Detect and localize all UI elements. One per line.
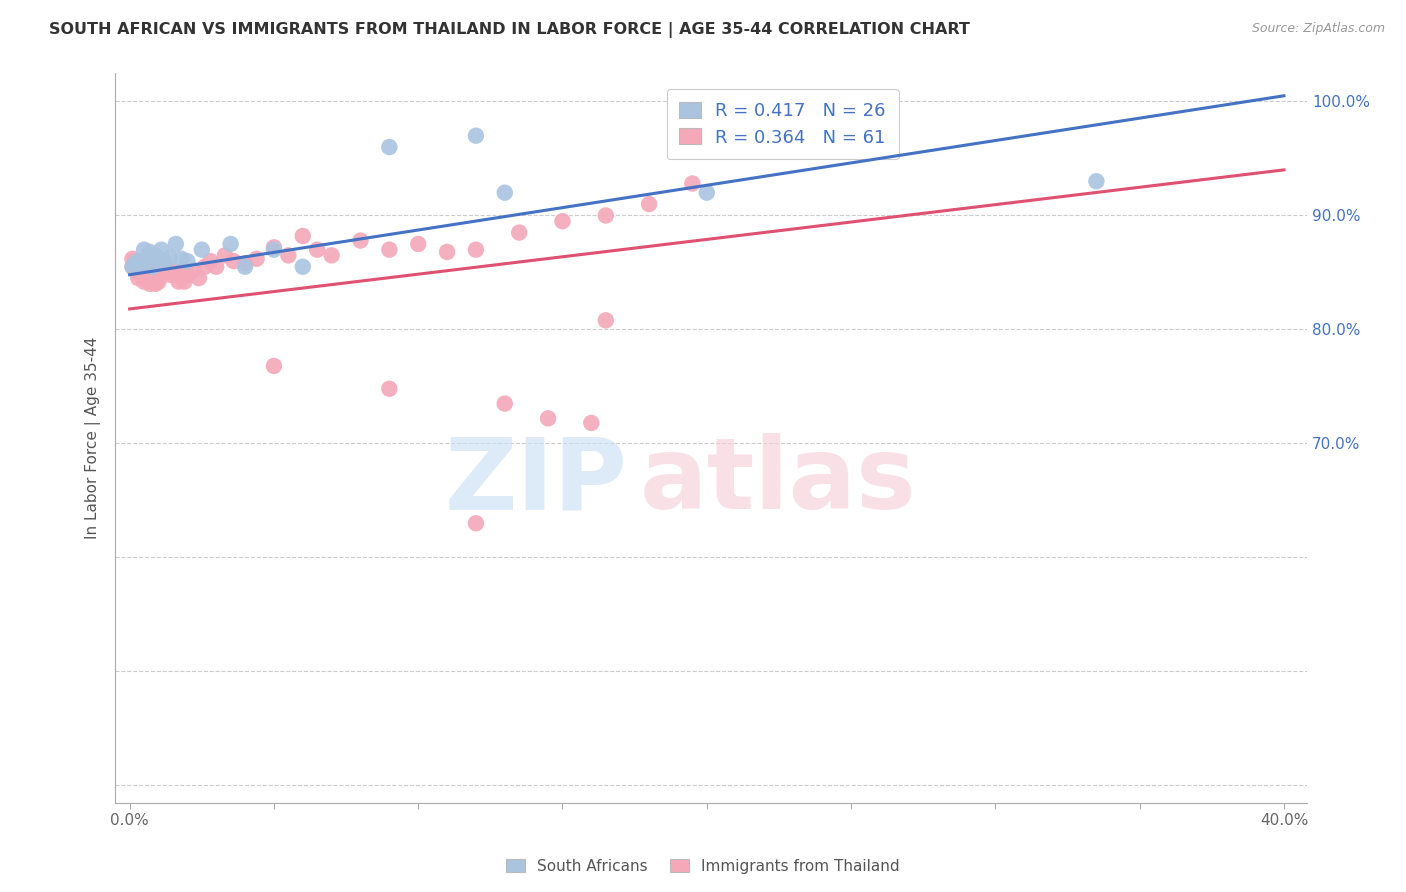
Point xyxy=(194,260,217,274)
Point xyxy=(139,260,162,274)
Point xyxy=(136,271,159,285)
Point xyxy=(696,186,718,200)
Legend: South Africans, Immigrants from Thailand: South Africans, Immigrants from Thailand xyxy=(501,853,905,880)
Point xyxy=(132,243,155,257)
Point xyxy=(148,275,170,289)
Point xyxy=(124,256,146,270)
Point xyxy=(165,237,187,252)
Text: Source: ZipAtlas.com: Source: ZipAtlas.com xyxy=(1251,22,1385,36)
Point xyxy=(378,382,401,396)
Point xyxy=(263,359,285,373)
Point xyxy=(1085,174,1108,188)
Point xyxy=(263,243,285,257)
Point xyxy=(159,268,181,282)
Point xyxy=(132,256,155,270)
Point xyxy=(205,260,228,274)
Point xyxy=(291,229,314,244)
Point xyxy=(156,260,179,274)
Point xyxy=(176,254,198,268)
Point xyxy=(129,259,152,273)
Point xyxy=(191,243,214,257)
Point xyxy=(159,251,181,265)
Point xyxy=(165,268,187,282)
Point xyxy=(307,243,329,257)
Point xyxy=(222,254,245,268)
Point xyxy=(142,256,165,270)
Point xyxy=(127,271,149,285)
Point xyxy=(139,244,162,259)
Point xyxy=(291,260,314,274)
Point xyxy=(170,265,193,279)
Point xyxy=(153,265,176,279)
Point xyxy=(681,177,703,191)
Text: SOUTH AFRICAN VS IMMIGRANTS FROM THAILAND IN LABOR FORCE | AGE 35-44 CORRELATION: SOUTH AFRICAN VS IMMIGRANTS FROM THAILAN… xyxy=(49,22,970,38)
Point xyxy=(581,416,603,430)
Point xyxy=(464,243,486,257)
Point xyxy=(173,275,195,289)
Point xyxy=(136,260,159,274)
Point xyxy=(142,271,165,285)
Point xyxy=(127,254,149,268)
Point xyxy=(148,260,170,274)
Point xyxy=(378,243,401,257)
Point xyxy=(436,244,458,259)
Point xyxy=(246,252,269,266)
Point xyxy=(219,237,242,252)
Point xyxy=(136,252,159,266)
Point xyxy=(142,260,165,274)
Legend: R = 0.417   N = 26, R = 0.364   N = 61: R = 0.417 N = 26, R = 0.364 N = 61 xyxy=(666,89,898,160)
Text: atlas: atlas xyxy=(640,433,917,530)
Point xyxy=(214,248,236,262)
Point xyxy=(181,263,204,277)
Point xyxy=(129,260,152,274)
Point xyxy=(187,271,209,285)
Point xyxy=(595,209,617,223)
Point xyxy=(464,128,486,143)
Point xyxy=(121,260,143,274)
Point xyxy=(176,268,198,282)
Point xyxy=(321,248,343,262)
Point xyxy=(494,396,516,410)
Point xyxy=(200,254,222,268)
Point xyxy=(153,254,176,268)
Point xyxy=(150,243,173,257)
Point xyxy=(494,186,516,200)
Point xyxy=(349,234,371,248)
Point xyxy=(263,240,285,254)
Point xyxy=(233,256,256,270)
Point xyxy=(508,226,530,240)
Point xyxy=(124,254,146,268)
Point xyxy=(150,268,173,282)
Point xyxy=(132,275,155,289)
Point xyxy=(127,256,149,270)
Point xyxy=(551,214,574,228)
Point xyxy=(148,252,170,266)
Point xyxy=(124,263,146,277)
Point xyxy=(121,252,143,266)
Point xyxy=(378,140,401,154)
Point xyxy=(121,260,143,274)
Point xyxy=(595,313,617,327)
Point xyxy=(145,248,167,262)
Point xyxy=(464,516,486,531)
Point xyxy=(129,268,152,282)
Point xyxy=(233,260,256,274)
Point xyxy=(406,237,429,252)
Point xyxy=(170,252,193,266)
Point xyxy=(537,411,560,425)
Point xyxy=(167,275,190,289)
Point xyxy=(277,248,299,262)
Point xyxy=(638,197,661,211)
Point xyxy=(145,277,167,291)
Point xyxy=(145,263,167,277)
Point xyxy=(139,277,162,291)
Text: ZIP: ZIP xyxy=(444,433,627,530)
Y-axis label: In Labor Force | Age 35-44: In Labor Force | Age 35-44 xyxy=(86,336,101,539)
Point xyxy=(162,263,184,277)
